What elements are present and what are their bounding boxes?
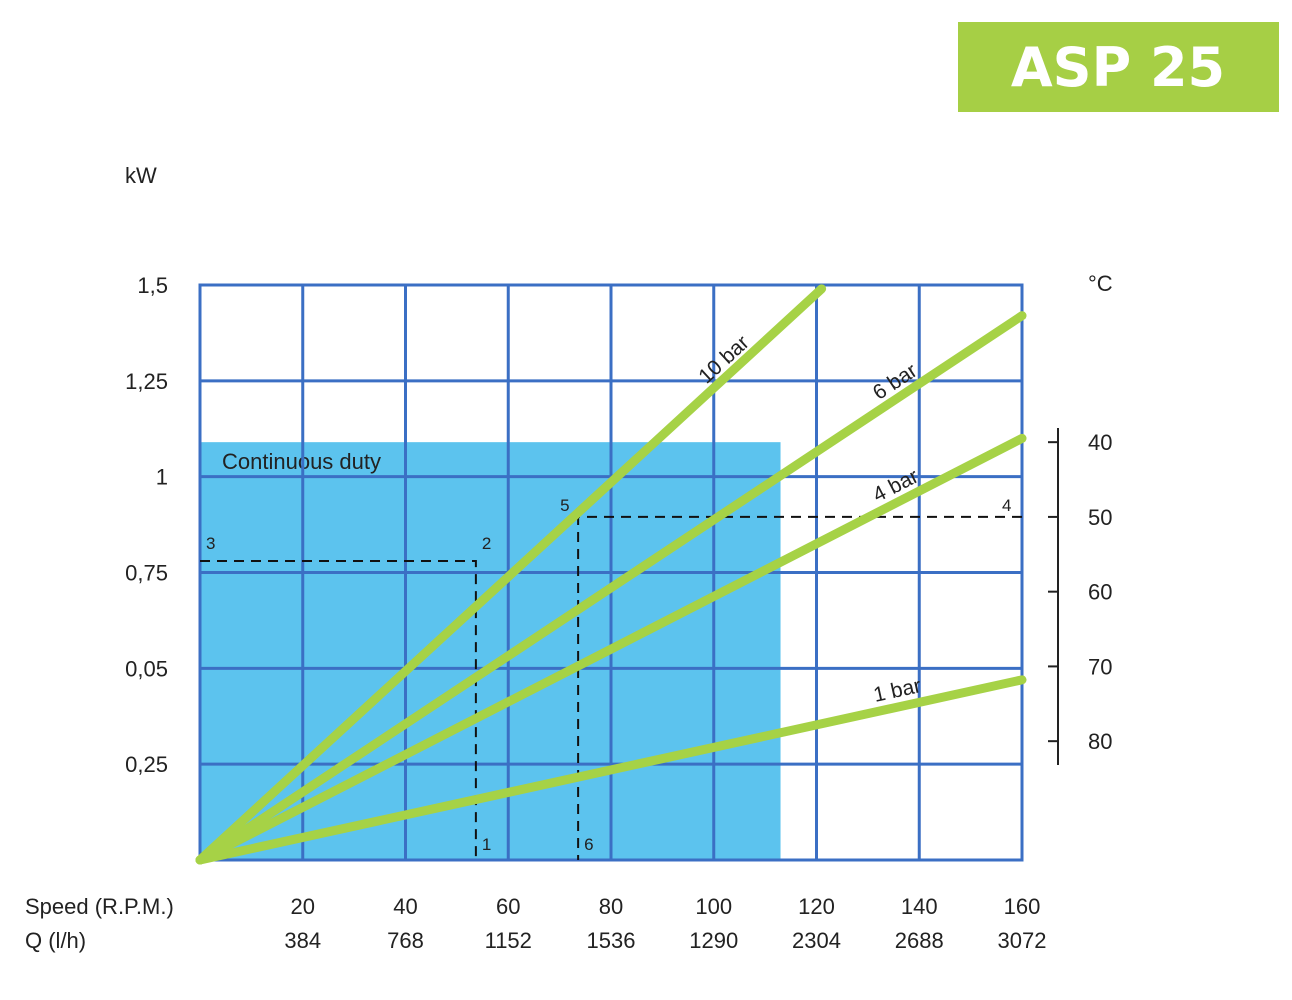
x-tick-label: 60 (496, 894, 520, 919)
q-tick-label: 1290 (689, 928, 738, 953)
model-badge-text: ASP 25 (1011, 36, 1225, 99)
x-tick-label: 20 (291, 894, 315, 919)
guide-point-label: 5 (560, 496, 569, 515)
q-tick-label: 2304 (792, 928, 841, 953)
y2-tick-label: 80 (1088, 729, 1112, 754)
q-tick-label: 1152 (485, 928, 532, 953)
y-tick-label: 0,25 (125, 752, 168, 777)
q-axis-label: Q (l/h) (25, 928, 86, 953)
guide-point-label: 2 (482, 534, 491, 553)
y-axis-label: kW (125, 163, 157, 188)
series-line (195, 284, 827, 865)
series-line (195, 675, 1027, 865)
guide-point-label: 3 (206, 534, 215, 553)
x-tick-label: 160 (1004, 894, 1041, 919)
q-tick-label: 384 (284, 928, 321, 953)
x-axis-label: Speed (R.P.M.) (25, 894, 174, 919)
plot-frame (198, 283, 1024, 862)
guide-point-label: 1 (482, 835, 491, 854)
x-tick-label: 100 (695, 894, 732, 919)
series-line (195, 311, 1027, 865)
y-tick-label: 1,25 (125, 369, 168, 394)
y2-tick-label: 40 (1088, 430, 1112, 455)
model-badge (958, 22, 1279, 112)
series-line (195, 433, 1027, 865)
q-tick-label: 1536 (587, 928, 636, 953)
q-tick-label: 2688 (895, 928, 944, 953)
y2-tick-label: 60 (1088, 580, 1112, 605)
q-tick-label: 3072 (998, 928, 1047, 953)
q-tick-label: 768 (387, 928, 424, 953)
y-tick-label: 0,75 (125, 561, 168, 586)
guide-point-label: 4 (1002, 496, 1011, 515)
guide-point-label: 6 (584, 835, 593, 854)
x-tick-label: 120 (798, 894, 835, 919)
x-tick-label: 140 (901, 894, 938, 919)
x-tick-label: 40 (393, 894, 417, 919)
y2-tick-label: 50 (1088, 505, 1112, 530)
x-tick-label: 80 (599, 894, 623, 919)
y-tick-label: 1 (156, 465, 168, 490)
y-tick-label: 0,05 (125, 656, 168, 681)
continuous-duty-region (200, 442, 781, 860)
guide-line (200, 560, 477, 860)
y-tick-label: 1,5 (137, 273, 168, 298)
y2-axis-label: °C (1088, 271, 1113, 296)
y2-tick-label: 70 (1088, 654, 1112, 679)
